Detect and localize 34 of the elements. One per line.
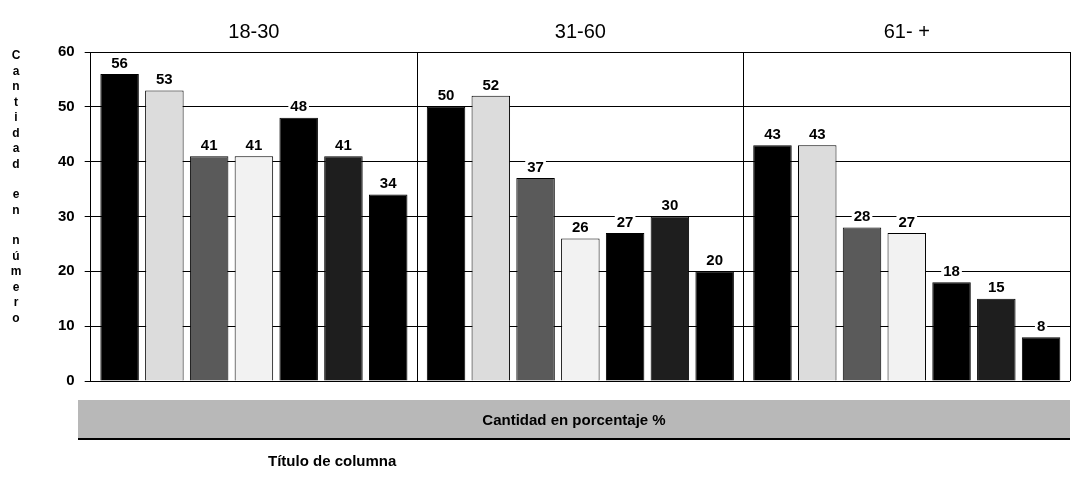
- x-axis-title: Título de columna: [268, 452, 397, 469]
- data-label: 48: [290, 97, 308, 115]
- x-tick-label: 61- +: [883, 19, 930, 42]
- y-tick-label: 20: [58, 261, 75, 279]
- data-label: 30: [661, 196, 679, 214]
- data-label: 26: [572, 218, 589, 236]
- data-label: 34: [379, 174, 398, 192]
- y-tick-label: 30: [58, 206, 75, 224]
- data-label: 28: [853, 207, 871, 225]
- y-tick-label: 60: [58, 42, 75, 60]
- data-label: 43: [764, 124, 781, 142]
- data-label: 15: [987, 278, 1005, 296]
- y-tick-label: 50: [58, 96, 75, 114]
- data-label: 27: [616, 212, 634, 230]
- data-label: 20: [706, 250, 723, 268]
- x-tick-label: 31-60: [554, 19, 606, 42]
- data-label: 41: [200, 135, 218, 153]
- text: Cantidad en número: [10, 48, 22, 325]
- data-label: 41: [245, 135, 263, 153]
- data-label: 18: [943, 261, 960, 279]
- y-tick-label: 0: [66, 371, 75, 389]
- data-label: 8: [1036, 316, 1046, 334]
- patterned-strip: Cantidad en porcentaje %: [78, 400, 1070, 440]
- data-label: 37: [527, 157, 544, 175]
- data-label: 27: [898, 212, 916, 230]
- y-tick-label: 40: [58, 151, 75, 169]
- data-label: 56: [111, 53, 128, 71]
- y-tick-label: 10: [58, 316, 75, 334]
- data-label: 52: [482, 75, 500, 93]
- data-label: 50: [437, 86, 455, 104]
- data-label: 53: [156, 70, 173, 88]
- data-label: 43: [808, 124, 826, 142]
- data-label: 41: [335, 135, 352, 153]
- x-tick-label: 18-30: [228, 19, 280, 42]
